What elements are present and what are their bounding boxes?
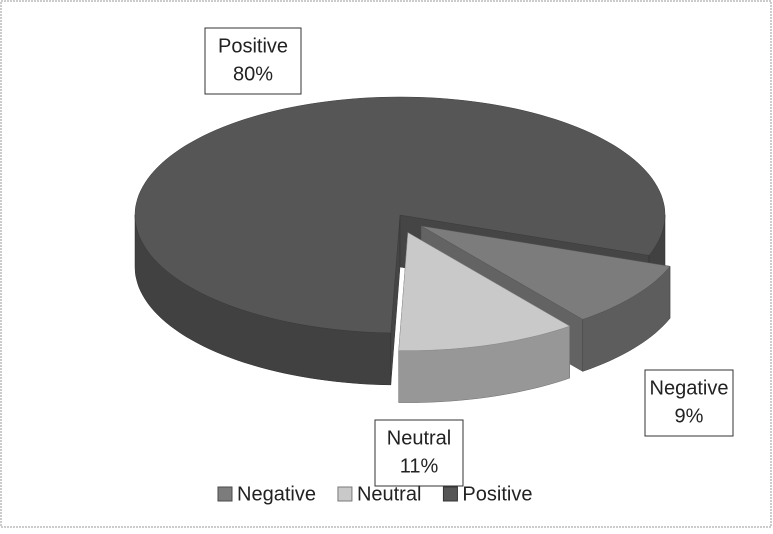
data-label-category: Positive <box>218 35 288 57</box>
data-label-box <box>204 27 302 95</box>
data-label-value: 11% <box>400 455 439 477</box>
legend-label: Negative <box>237 483 316 505</box>
slice <box>398 232 571 351</box>
data-label-category: Neutral <box>387 427 451 449</box>
legend-swatch <box>217 486 233 502</box>
data-label-box <box>374 419 464 487</box>
slice <box>420 225 671 320</box>
legend-swatch <box>337 486 353 502</box>
data-label-value: 80% <box>233 63 273 85</box>
slice <box>134 96 666 334</box>
data-label-box <box>644 369 734 437</box>
pie <box>134 96 671 403</box>
legend-label: Neutral <box>357 483 421 505</box>
legend-label: Positive <box>462 483 532 505</box>
labels: Negative 9% Neutral 11% Positive 80% <box>204 27 734 487</box>
data-label-category: Negative <box>650 377 729 399</box>
data-label-value: 9% <box>675 405 704 427</box>
legend: Negative Neutral Positive <box>217 483 532 505</box>
legend-swatch <box>442 486 458 502</box>
